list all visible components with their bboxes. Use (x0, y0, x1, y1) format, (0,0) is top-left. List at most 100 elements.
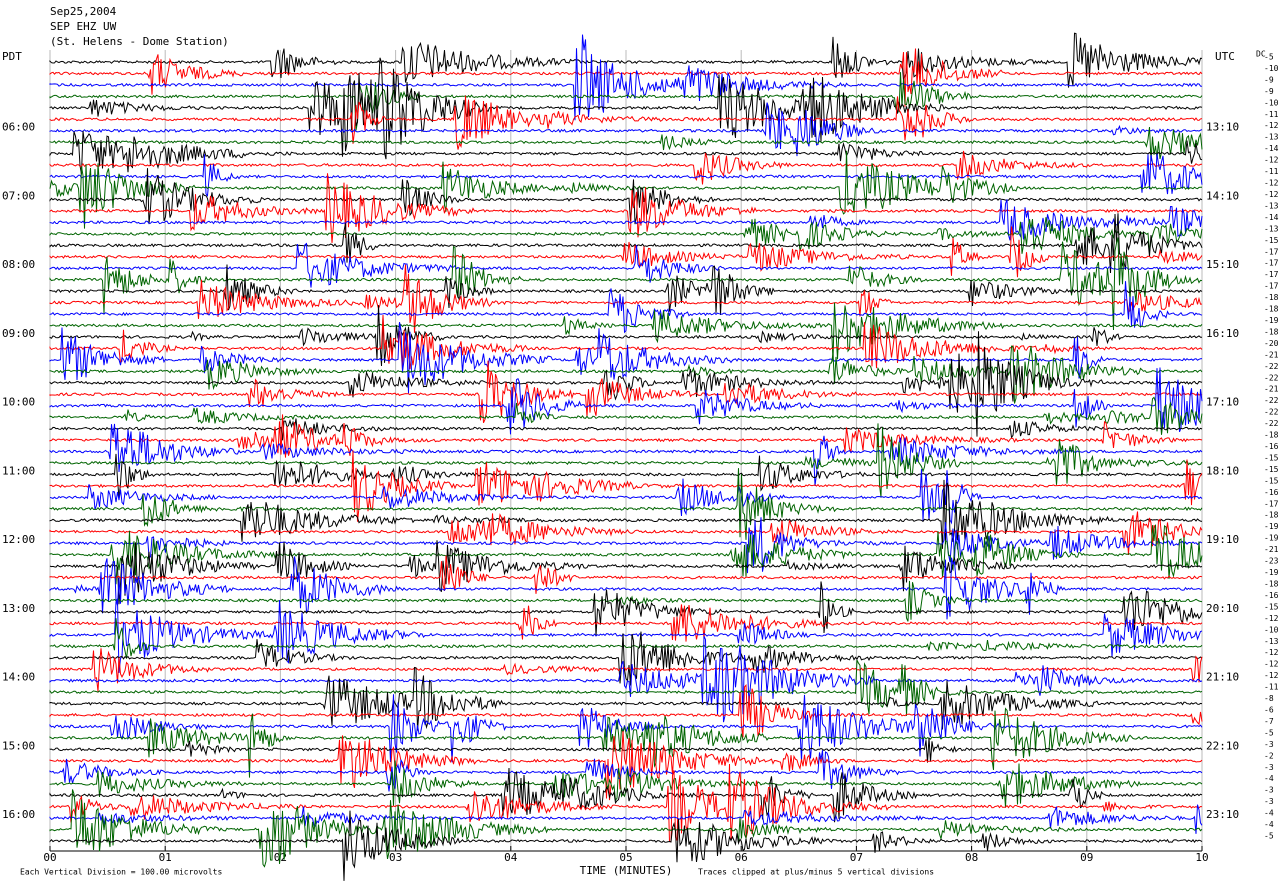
trace (49, 153, 1203, 197)
trace (49, 597, 1203, 673)
trace (49, 302, 1203, 362)
trace (49, 226, 1203, 278)
trace (49, 511, 1203, 556)
offset-label: -22 (1264, 373, 1279, 382)
offset-label: -22 (1264, 396, 1279, 405)
left-time-label: 15:00 (2, 739, 35, 752)
trace (49, 72, 1203, 131)
offset-label: -17 (1264, 282, 1279, 291)
offset-label: -17 (1264, 499, 1279, 508)
trace (49, 102, 1203, 157)
right-time-label: 22:10 (1206, 739, 1239, 752)
left-time-label: 06:00 (2, 121, 35, 134)
offset-label: -17 (1264, 270, 1279, 279)
offset-label: -22 (1264, 408, 1279, 417)
offset-label: -13 (1264, 201, 1279, 210)
left-time-label: 07:00 (2, 189, 35, 202)
trace (49, 666, 1203, 731)
offset-label: -15 (1264, 236, 1279, 245)
trace (49, 810, 1203, 881)
right-time-label: 16:10 (1206, 327, 1239, 340)
left-time-label: 10:00 (2, 396, 35, 409)
right-time-label: 18:10 (1206, 464, 1239, 477)
offset-label: -16 (1264, 591, 1279, 600)
trace (49, 450, 1203, 522)
offset-label: -19 (1264, 534, 1279, 543)
trace (49, 173, 1203, 243)
offset-label: -19 (1264, 522, 1279, 531)
x-tick-label: 03 (389, 851, 402, 864)
offset-label: -22 (1264, 419, 1279, 428)
offset-label: -5 (1264, 53, 1274, 62)
trace (49, 468, 1203, 540)
x-axis-label: TIME (MINUTES) (580, 864, 673, 877)
left-time-label: 09:00 (2, 327, 35, 340)
trace (49, 556, 1203, 620)
offset-label: -11 (1264, 683, 1279, 692)
trace (49, 763, 1203, 843)
trace (49, 168, 1203, 225)
offset-label: -19 (1264, 316, 1279, 325)
trace (49, 604, 1203, 642)
offset-label: -16 (1264, 442, 1279, 451)
trace (49, 32, 1203, 88)
left-time-label: 16:00 (2, 808, 35, 821)
left-time-label: 11:00 (2, 464, 35, 477)
trace (49, 57, 1203, 160)
offset-label: -21 (1264, 385, 1279, 394)
offset-header: DC (1256, 50, 1266, 59)
trace (49, 750, 1203, 792)
x-tick-label: 00 (43, 851, 56, 864)
trace (49, 683, 1203, 738)
offset-label: -21 (1264, 350, 1279, 359)
offset-label: -9 (1264, 87, 1274, 96)
trace (49, 95, 1203, 150)
offset-label: -22 (1264, 362, 1279, 371)
offset-label: -15 (1264, 602, 1279, 611)
left-zone: PDT (2, 50, 22, 63)
offset-label: -14 (1264, 213, 1279, 222)
offset-label: -12 (1264, 614, 1279, 623)
trace (49, 242, 1203, 288)
trace (49, 580, 1203, 622)
title-line: SEP EHZ UW (50, 20, 117, 33)
trace (49, 479, 1203, 549)
offset-label: -18 (1264, 579, 1279, 588)
offset-label: -21 (1264, 545, 1279, 554)
offset-label: -15 (1264, 476, 1279, 485)
offset-label: -6 (1264, 705, 1274, 714)
trace (49, 635, 1203, 723)
trace (49, 396, 1203, 435)
trace (49, 804, 1203, 834)
trace (49, 737, 1203, 763)
offset-label: -23 (1264, 557, 1279, 566)
offset-label: -9 (1264, 75, 1274, 84)
trace (49, 767, 1203, 823)
offset-label: -18 (1264, 327, 1279, 336)
trace (49, 345, 1203, 404)
trace (49, 524, 1203, 585)
offset-label: -5 (1264, 728, 1274, 737)
trace (49, 150, 1203, 229)
trace (49, 305, 1203, 367)
offset-label: -12 (1264, 179, 1279, 188)
trace (49, 237, 1203, 331)
offset-label: -4 (1264, 809, 1274, 818)
right-time-label: 14:10 (1206, 189, 1239, 202)
right-time-label: 21:10 (1206, 671, 1239, 684)
trace (49, 469, 1203, 525)
offset-label: -18 (1264, 511, 1279, 520)
offset-label: -10 (1264, 98, 1279, 107)
offset-label: -3 (1264, 763, 1274, 772)
trace (49, 150, 1203, 185)
trace (49, 322, 1203, 394)
offset-label: -14 (1264, 144, 1279, 153)
trace (49, 789, 1203, 868)
trace (49, 360, 1203, 424)
trace (49, 418, 1203, 441)
trace (49, 264, 1203, 316)
trace (49, 659, 1203, 716)
offset-label: -3 (1264, 740, 1274, 749)
right-time-label: 23:10 (1206, 808, 1239, 821)
